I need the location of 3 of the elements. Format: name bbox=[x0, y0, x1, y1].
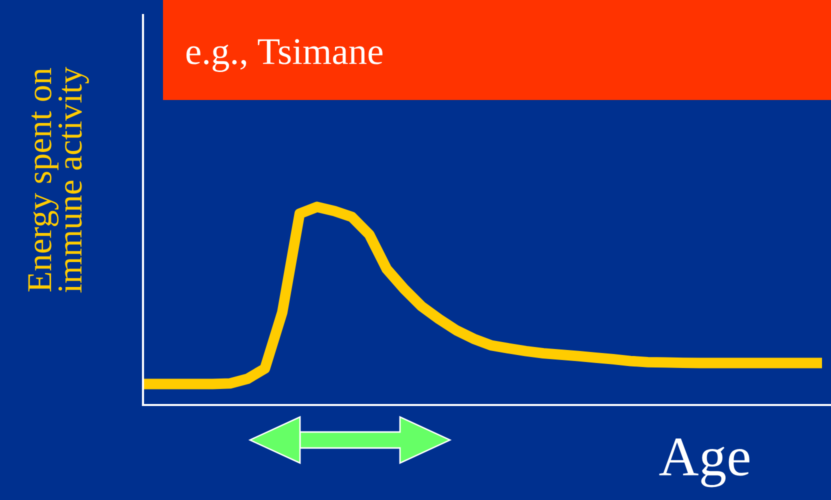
y-axis-title: Energy spent on immune activity bbox=[28, 66, 89, 293]
chart-title: e.g., Tsimane bbox=[186, 39, 382, 72]
x-axis-title: Age bbox=[659, 438, 750, 488]
